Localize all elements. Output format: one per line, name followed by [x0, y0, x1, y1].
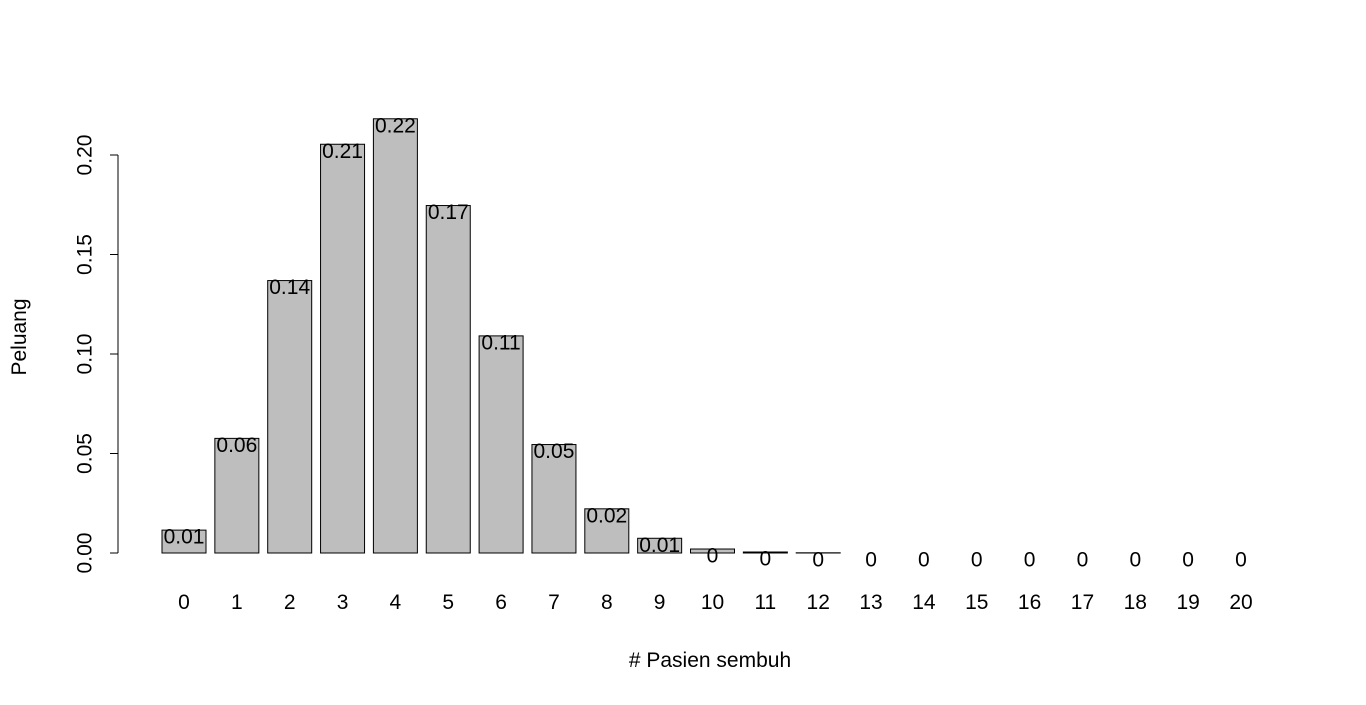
x-axis-title: # Pasien sembuh — [629, 649, 791, 672]
x-tick-label: 12 — [807, 591, 830, 614]
bar-value-label: 0 — [1235, 549, 1247, 572]
y-tick-label: 0.00 — [73, 533, 96, 574]
bar — [742, 551, 788, 554]
bar — [637, 537, 683, 554]
bar — [372, 118, 418, 554]
x-tick-label: 14 — [912, 591, 936, 614]
bar-value-label: 0 — [918, 549, 930, 572]
bar-value-label: 0.06 — [216, 434, 257, 457]
x-tick-label: 7 — [548, 591, 560, 614]
bar-value-label: 0.14 — [269, 276, 310, 299]
bar-value-label: 0 — [971, 549, 983, 572]
bar-value-label: 0 — [865, 549, 877, 572]
bar-value-label: 0.05 — [534, 440, 575, 463]
bar — [214, 437, 260, 554]
bar-value-label: 0.01 — [164, 526, 205, 549]
x-tick-label: 16 — [1018, 591, 1041, 614]
x-tick-label: 1 — [231, 591, 243, 614]
bar-labels-group: 0.01 0.06 0.14 0.21 0.22 0.17 0.11 0.05 0.02 0.01… — [164, 114, 1247, 571]
bar — [531, 444, 577, 554]
bar — [478, 335, 524, 554]
bar — [584, 508, 630, 554]
bar-value-label: 0 — [760, 548, 772, 571]
bar-value-label: 0 — [1182, 549, 1194, 572]
bars-group — [161, 118, 841, 554]
bar — [690, 548, 735, 554]
bar — [425, 205, 471, 554]
y-axis-title: Peluang — [8, 298, 31, 375]
x-tick-label: 11 — [754, 591, 776, 614]
x-tick-label: 5 — [442, 591, 454, 614]
x-tick-label: 8 — [601, 591, 613, 614]
y-tick-label: 0.05 — [73, 433, 96, 474]
bar-value-label: 0 — [1129, 549, 1141, 572]
y-tick-label: 0.15 — [73, 234, 96, 275]
bar-value-label: 0 — [1077, 549, 1089, 572]
x-tick-label: 0 — [178, 591, 190, 614]
y-tick-label: 0.20 — [73, 135, 96, 176]
bar-value-label: 0 — [707, 545, 719, 568]
x-tick-label: 20 — [1229, 591, 1252, 614]
bar — [320, 143, 366, 554]
y-axis: 0.00 0.05 0.10 0.15 0.20 — [73, 135, 119, 574]
bar-value-label: 0 — [1024, 549, 1036, 572]
bar-value-label: 0.02 — [586, 504, 627, 527]
x-tick-label: 19 — [1176, 591, 1199, 614]
bar-value-label: 0.17 — [428, 201, 469, 224]
x-tick-label: 9 — [654, 591, 666, 614]
x-tick-label: 2 — [284, 591, 296, 614]
bar-value-label: 0.01 — [639, 534, 680, 557]
x-tick-label: 10 — [701, 591, 724, 614]
bar-value-label: 0.11 — [481, 331, 520, 354]
x-tick-label: 6 — [495, 591, 507, 614]
x-tick-label: 17 — [1071, 591, 1094, 614]
x-tick-label: 3 — [337, 591, 349, 614]
x-tick-labels-group: 0 1 2 3 4 5 6 7 8 9 10 11 12 13 14 15 16 17 18 19 20 — [178, 591, 1253, 614]
bar-value-label: 0 — [812, 548, 824, 571]
x-tick-label: 4 — [390, 591, 402, 614]
bar-value-label: 0.22 — [375, 114, 416, 137]
bar — [161, 529, 207, 554]
x-tick-label: 13 — [859, 591, 882, 614]
y-tick-label: 0.10 — [73, 334, 96, 375]
bar-value-label: 0.21 — [322, 140, 363, 163]
x-tick-label: 15 — [965, 591, 988, 614]
x-tick-label: 18 — [1124, 591, 1147, 614]
bar — [267, 280, 313, 554]
